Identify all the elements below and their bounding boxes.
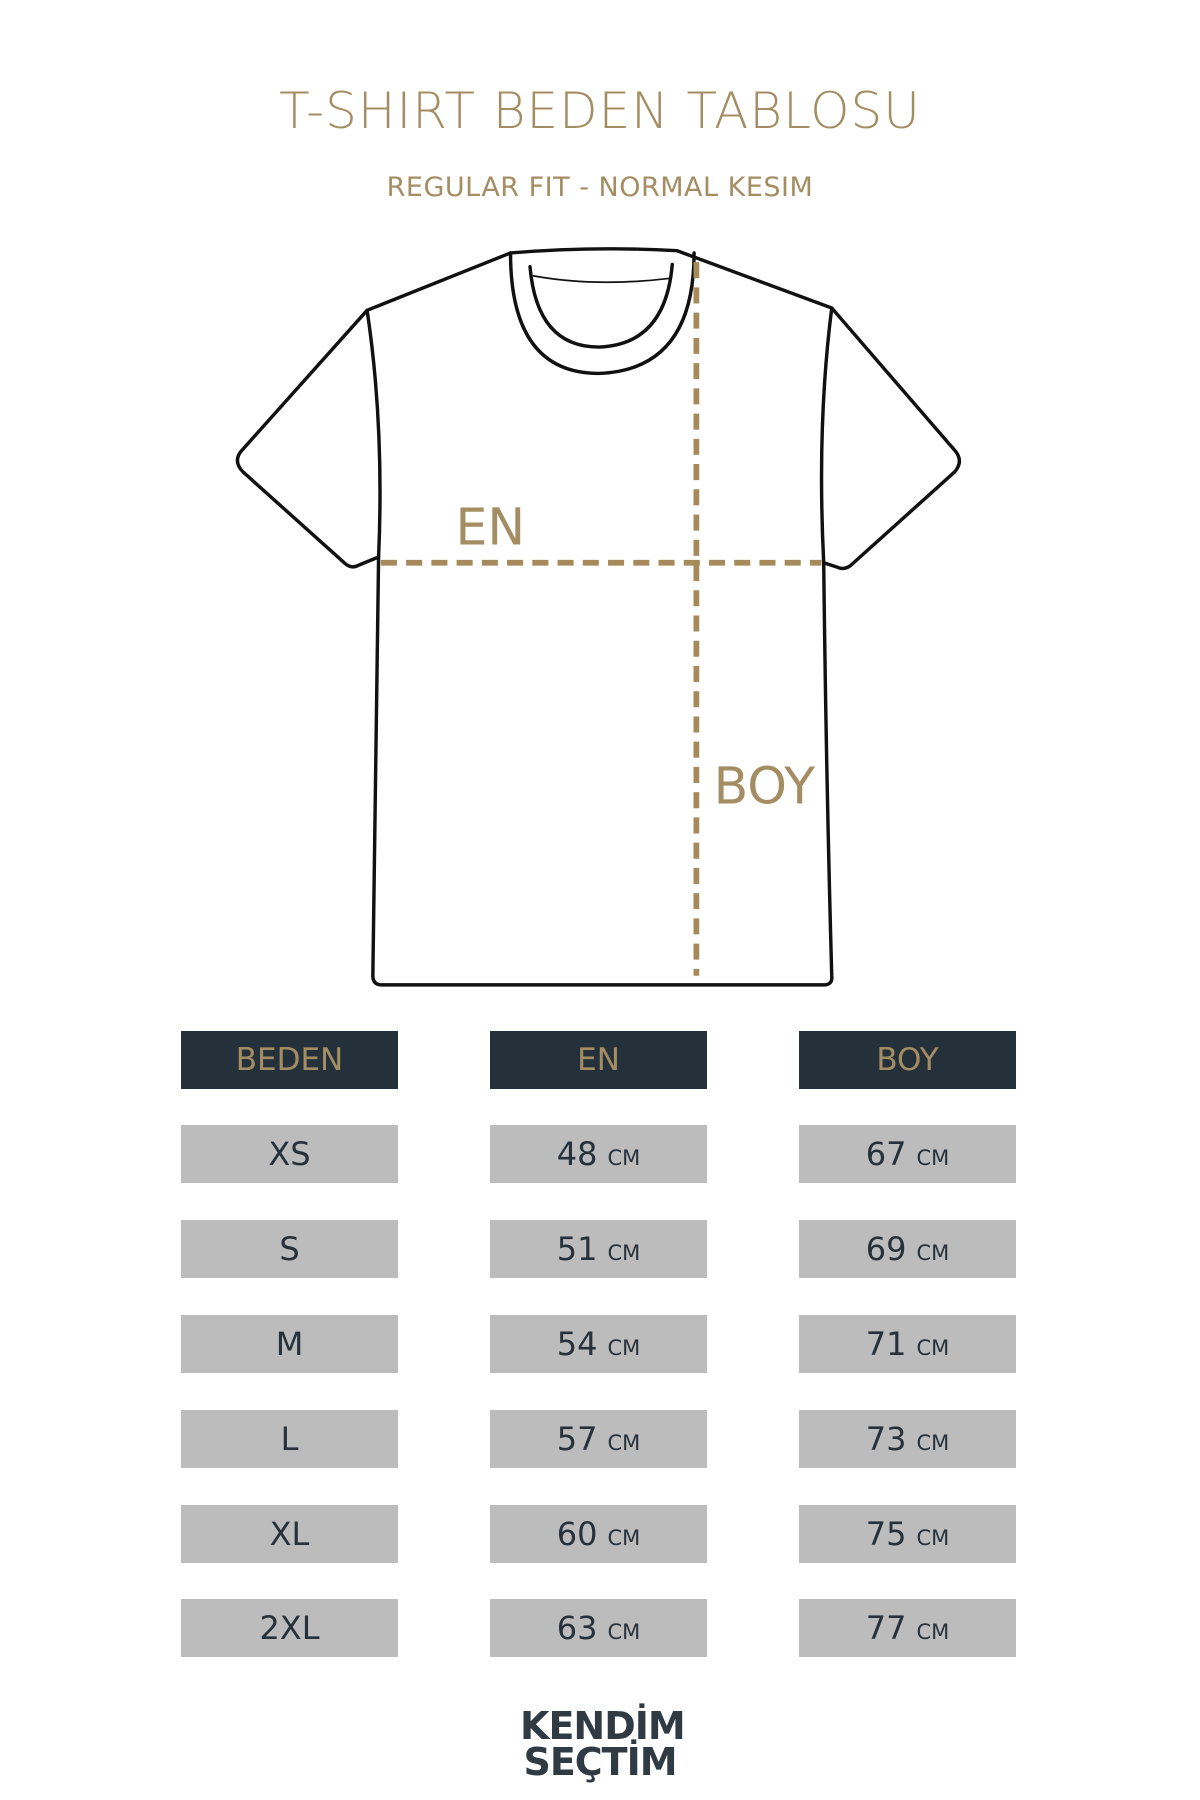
boy-cell: 69 CM <box>799 1220 1016 1278</box>
collar-line <box>532 275 672 284</box>
collar-outer <box>508 251 696 376</box>
boy-value: 75 <box>865 1515 907 1553</box>
en-value: 57 <box>556 1420 598 1458</box>
header-en: EN <box>490 1031 707 1089</box>
en-cell: 57 CM <box>490 1410 707 1468</box>
shirt-outline <box>235 247 962 987</box>
en-cell: 51 CM <box>490 1220 707 1278</box>
en-label: EN <box>455 497 525 556</box>
en-cell: 60 CM <box>490 1505 707 1563</box>
unit-label: CM <box>916 1431 950 1455</box>
page-subtitle: REGULAR FIT - NORMAL KESIM <box>386 172 814 203</box>
boy-label: BOY <box>714 757 816 816</box>
en-cell: 48 CM <box>490 1125 707 1183</box>
size-cell: XS <box>181 1125 398 1183</box>
right-sleeve-seam <box>819 306 834 565</box>
unit-label: CM <box>607 1336 641 1360</box>
en-value: 60 <box>556 1515 598 1553</box>
logo-line1: KENDİM <box>520 1704 686 1748</box>
brand-logo: KENDİM SEÇTİM <box>520 1704 686 1784</box>
boy-cell: 75 CM <box>799 1505 1016 1563</box>
boy-value: 67 <box>865 1135 907 1173</box>
unit-label: CM <box>607 1431 641 1455</box>
size-cell: L <box>181 1410 398 1468</box>
left-sleeve-seam <box>365 308 382 559</box>
header-boy: BOY <box>799 1031 1016 1089</box>
boy-value: 73 <box>865 1420 907 1458</box>
boy-cell: 67 CM <box>799 1125 1016 1183</box>
unit-label: CM <box>916 1241 950 1265</box>
size-cell: S <box>181 1220 398 1278</box>
en-cell: 63 CM <box>490 1599 707 1657</box>
unit-label: CM <box>916 1620 950 1644</box>
unit-label: CM <box>607 1146 641 1170</box>
en-cell: 54 CM <box>490 1315 707 1373</box>
logo-line2: SEÇTİM <box>523 1740 677 1784</box>
size-cell: 2XL <box>181 1599 398 1657</box>
boy-cell: 77 CM <box>799 1599 1016 1657</box>
unit-label: CM <box>916 1336 950 1360</box>
en-value: 48 <box>556 1135 598 1173</box>
boy-value: 69 <box>865 1230 907 1268</box>
page-title: T-SHIRT BEDEN TABLOSU <box>279 82 921 140</box>
unit-label: CM <box>607 1241 641 1265</box>
boy-value: 77 <box>865 1609 907 1647</box>
unit-label: CM <box>916 1146 950 1170</box>
unit-label: CM <box>607 1526 641 1550</box>
boy-cell: 73 CM <box>799 1410 1016 1468</box>
en-value: 54 <box>556 1325 598 1363</box>
boy-value: 71 <box>865 1325 907 1363</box>
en-value: 51 <box>556 1230 598 1268</box>
header-beden: BEDEN <box>181 1031 398 1089</box>
unit-label: CM <box>916 1526 950 1550</box>
en-value: 63 <box>556 1609 598 1647</box>
unit-label: CM <box>607 1620 641 1644</box>
boy-cell: 71 CM <box>799 1315 1016 1373</box>
size-cell: M <box>181 1315 398 1373</box>
size-cell: XL <box>181 1505 398 1563</box>
collar-inner <box>528 262 674 349</box>
